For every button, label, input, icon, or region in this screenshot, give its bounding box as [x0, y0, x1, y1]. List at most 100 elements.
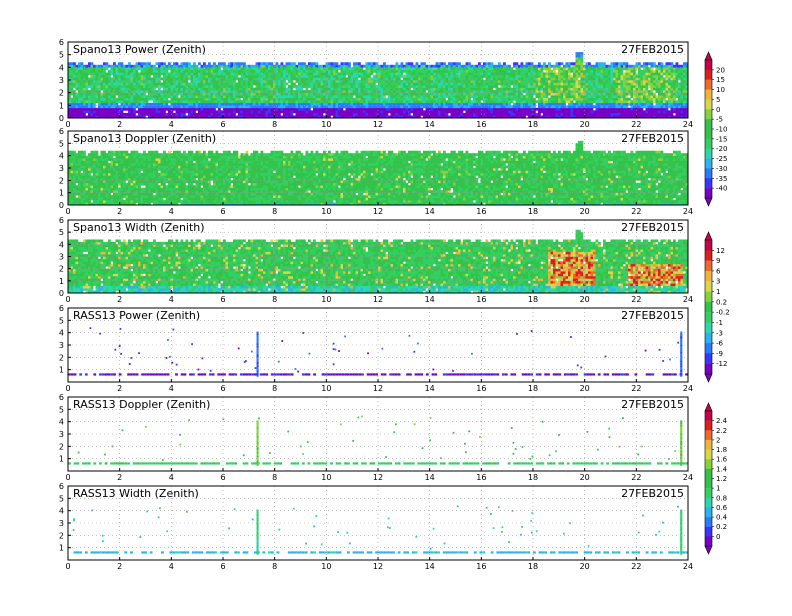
heatmap-cell: [563, 112, 566, 116]
heatmap-cell: [395, 107, 399, 111]
heatmap-cell: [80, 115, 84, 119]
heatmap-cell: [365, 102, 369, 106]
heatmap-cell: [290, 72, 294, 76]
heatmap-cell: [650, 112, 654, 116]
heatmap-cell: [115, 87, 119, 91]
heatmap-cell: [278, 110, 281, 114]
heatmap-cell: [343, 69, 346, 73]
heatmap-cell: [320, 82, 324, 86]
heatmap-cell: [398, 82, 401, 86]
heatmap-cell: [128, 105, 131, 109]
heatmap-cell: [328, 80, 331, 83]
heatmap-cell: [400, 105, 404, 109]
heatmap-cell: [338, 112, 341, 116]
heatmap-cell: [408, 90, 411, 93]
heatmap-cell: [415, 74, 419, 78]
heatmap-cell: [395, 77, 399, 81]
heatmap-cell: [603, 62, 606, 66]
heatmap-cell: [625, 80, 629, 83]
heatmap-cell: [603, 72, 606, 76]
heatmap-cell: [275, 95, 279, 99]
heatmap-cell: [168, 80, 171, 83]
heatmap-cell: [645, 100, 649, 104]
heatmap-cell: [408, 112, 411, 116]
heatmap-cell: [105, 67, 109, 71]
heatmap-cell: [248, 74, 251, 78]
heatmap-cell: [363, 72, 366, 76]
heatmap-cell: [508, 85, 511, 88]
heatmap-cell: [178, 82, 181, 86]
heatmap-cell: [433, 110, 436, 114]
heatmap-cell: [478, 100, 481, 104]
heatmap-cell: [478, 82, 481, 86]
heatmap-cell: [175, 67, 179, 71]
heatmap-cell: [475, 97, 479, 101]
heatmap-cell: [95, 87, 99, 91]
heatmap-cell: [538, 110, 541, 114]
heatmap-cell: [140, 102, 144, 106]
heatmap-cell: [273, 95, 276, 99]
heatmap-cell: [250, 112, 254, 116]
heatmap-cell: [150, 92, 154, 96]
heatmap-cell: [583, 97, 586, 101]
heatmap-cell: [440, 107, 444, 111]
heatmap-cell: [490, 80, 494, 83]
heatmap-cell: [128, 87, 131, 91]
heatmap-cell: [540, 92, 544, 96]
heatmap-cell: [113, 67, 116, 71]
heatmap-cell: [643, 105, 646, 109]
heatmap-cell: [413, 72, 416, 76]
heatmap-cell: [150, 72, 154, 76]
heatmap-cell: [593, 87, 596, 91]
heatmap-cell: [568, 110, 571, 114]
heatmap-cell: [248, 105, 251, 109]
heatmap-cell: [318, 87, 321, 91]
heatmap-cell: [438, 112, 441, 116]
heatmap-cell: [490, 82, 494, 86]
heatmap-cell: [410, 77, 414, 81]
heatmap-cell: [265, 87, 269, 91]
heatmap-cell: [140, 95, 144, 99]
heatmap-cell: [255, 67, 259, 71]
heatmap-cell: [125, 72, 129, 76]
heatmap-cell: [128, 74, 131, 78]
heatmap-cell: [198, 82, 201, 86]
heatmap-cell: [353, 92, 356, 96]
heatmap-cell: [358, 100, 361, 104]
heatmap-cell: [370, 105, 374, 109]
heatmap-cell: [248, 77, 251, 81]
heatmap-cell: [153, 87, 156, 91]
heatmap-cell: [135, 85, 139, 88]
heatmap-cell: [193, 115, 196, 119]
heatmap-cell: [215, 102, 219, 106]
heatmap-cell: [345, 80, 349, 83]
heatmap-cell: [418, 112, 421, 116]
heatmap-cell: [563, 72, 566, 76]
heatmap-cell: [160, 112, 164, 116]
heatmap-cell: [610, 112, 614, 116]
heatmap-cell: [428, 102, 431, 106]
heatmap-cell: [488, 62, 491, 66]
heatmap-cell: [355, 107, 359, 111]
heatmap-cell: [408, 102, 411, 106]
heatmap-cell: [465, 107, 469, 111]
heatmap-cell: [555, 87, 559, 91]
heatmap-cell: [323, 102, 326, 106]
heatmap-cell: [623, 64, 626, 68]
heatmap-cell: [73, 82, 76, 86]
heatmap-cell: [233, 77, 236, 81]
heatmap-cell: [518, 90, 521, 93]
heatmap-cell: [573, 90, 576, 93]
heatmap-cell: [493, 112, 496, 116]
heatmap-cell: [145, 110, 149, 114]
heatmap-cell: [630, 85, 634, 88]
heatmap-cell: [285, 102, 289, 106]
heatmap-cell: [373, 80, 376, 83]
heatmap-cell: [638, 69, 641, 73]
heatmap-cell: [653, 69, 656, 73]
heatmap-cell: [565, 72, 569, 76]
heatmap-cell: [403, 80, 406, 83]
heatmap-cell: [90, 92, 94, 96]
heatmap-cell: [550, 74, 554, 78]
heatmap-cell: [120, 85, 124, 88]
